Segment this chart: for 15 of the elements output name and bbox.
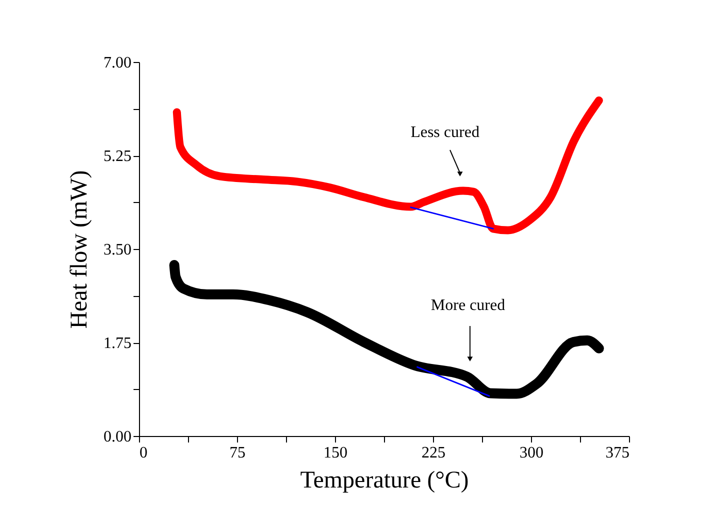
x-axis-title: Temperature (°C) [300, 468, 469, 494]
annotation: Less cured [410, 124, 480, 141]
x-tick-label: 225 [422, 444, 446, 462]
x-tick-label: 75 [230, 444, 246, 462]
y-tick-label: 5.25 [104, 148, 132, 165]
annotation: More cured [430, 297, 506, 314]
y-tick-label: 0.00 [104, 428, 132, 446]
x-tick-label: 150 [324, 444, 348, 462]
y-tick-label: 7.00 [104, 54, 132, 72]
x-tick-label: 300 [520, 444, 544, 462]
y-axis-title: Heat flow (mW) [66, 170, 92, 329]
x-tick-label: 375 [606, 444, 630, 462]
y-tick-label: 3.50 [104, 242, 132, 258]
y-tick-label: 1.75 [104, 335, 132, 352]
x-tick-label: 0 [140, 444, 148, 462]
